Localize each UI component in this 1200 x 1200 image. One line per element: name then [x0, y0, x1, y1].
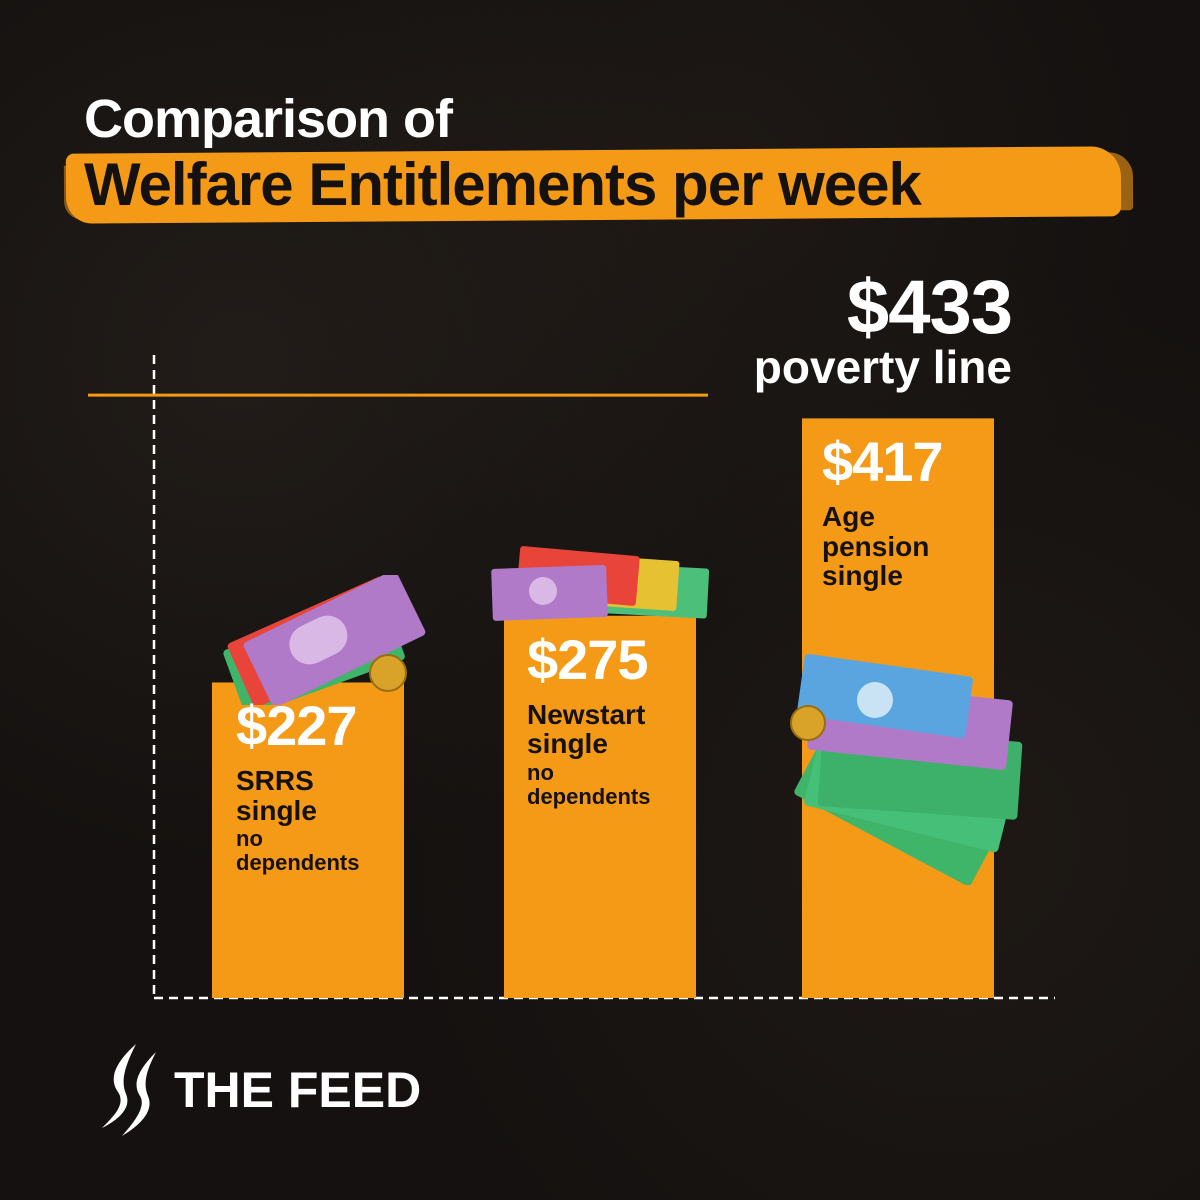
- banknotes-icon: [491, 546, 710, 621]
- coin-icon: [369, 654, 407, 692]
- brand-logo: THE FEED: [96, 1042, 421, 1138]
- sbs-logo-icon: [102, 1044, 156, 1136]
- chart-title-line1: Comparison of: [84, 89, 453, 149]
- banknotes-icon: [223, 575, 426, 705]
- banknotes-icon: [790, 653, 1023, 885]
- bar-value-newstart: $275: [527, 627, 649, 691]
- chart-title-line2: Welfare Entitlements per week: [84, 151, 922, 218]
- brand-name: THE FEED: [174, 1062, 422, 1118]
- bar-srrs: [212, 682, 404, 998]
- bar-label-age-pension: $417 Age pension single: [822, 430, 952, 592]
- bar-newstart: [504, 615, 696, 998]
- bar-subcategory-srrs: no dependents: [236, 826, 360, 876]
- bar-value-age-pension: $417: [822, 430, 944, 494]
- poverty-line-label: $433 poverty line: [753, 265, 1013, 393]
- coin-icon: [790, 705, 826, 741]
- bar-category-newstart: Newstart single: [527, 698, 646, 760]
- bar-value-srrs: $227: [236, 694, 358, 758]
- poverty-line-value: $433: [846, 265, 1013, 350]
- bar-label-newstart: $275 Newstart single no dependents: [527, 627, 677, 809]
- bar-label-srrs: $227 SRRS single no dependents: [236, 698, 386, 875]
- poverty-line-text: poverty line: [753, 341, 1012, 393]
- bar-subcategory-newstart: no dependents: [527, 759, 651, 809]
- bar-category-srrs: SRRS single: [236, 765, 317, 826]
- bar-category-age-pension: Age pension single: [822, 501, 930, 592]
